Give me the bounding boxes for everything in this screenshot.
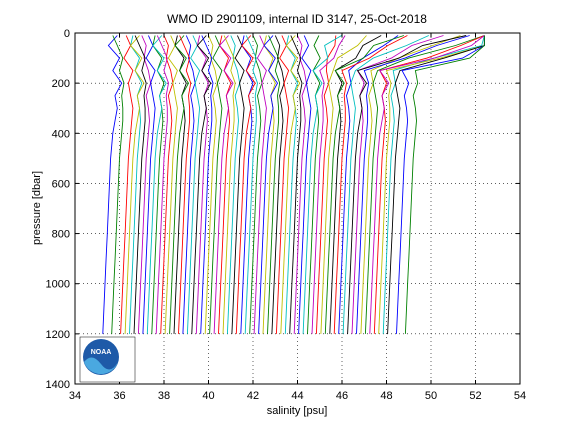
y-tick-labels: 0 200 400 600 800 1000 1200 1400 bbox=[46, 28, 70, 391]
salinity-profile-line bbox=[191, 35, 212, 334]
y-tick-label: 400 bbox=[52, 128, 70, 140]
salinity-profile-line bbox=[351, 35, 444, 334]
salinity-profile-line bbox=[146, 35, 167, 334]
x-axis-label: salinity [psu] bbox=[267, 405, 328, 417]
salinity-profile-line bbox=[275, 35, 290, 334]
salinity-profile-line bbox=[151, 35, 165, 334]
salinity-profile-line bbox=[298, 35, 312, 334]
salinity-profile-line bbox=[240, 35, 254, 334]
plot-series-group bbox=[102, 35, 485, 334]
salinity-profile-line bbox=[293, 35, 307, 334]
salinity-profile-line bbox=[186, 35, 201, 334]
salinity-profile-line bbox=[338, 35, 399, 334]
salinity-profile-line bbox=[137, 35, 152, 334]
salinity-profile-line bbox=[289, 35, 303, 334]
x-tick-label: 44 bbox=[291, 390, 303, 402]
salinity-profile-line bbox=[315, 35, 337, 334]
y-tick-label: 600 bbox=[52, 178, 70, 190]
noaa-logo-wave bbox=[84, 357, 118, 375]
salinity-profile-line bbox=[173, 35, 187, 334]
x-tick-label: 36 bbox=[113, 390, 125, 402]
salinity-profile-line bbox=[195, 35, 209, 334]
x-tick-label: 52 bbox=[469, 390, 481, 402]
tick-marks bbox=[74, 32, 521, 385]
salinity-profile-line bbox=[155, 35, 169, 334]
salinity-profile-line bbox=[178, 35, 192, 334]
noaa-logo-text: NOAA bbox=[91, 349, 112, 356]
salinity-profile-line bbox=[253, 35, 267, 334]
salinity-profile-line bbox=[129, 35, 143, 334]
salinity-profile-line bbox=[360, 35, 461, 334]
y-tick-label: 1400 bbox=[46, 379, 70, 391]
salinity-profile-line bbox=[120, 35, 134, 334]
x-tick-label: 46 bbox=[336, 390, 348, 402]
salinity-profile-line bbox=[160, 35, 174, 334]
salinity-profile-line bbox=[249, 35, 263, 334]
y-tick-label: 800 bbox=[52, 229, 70, 241]
chart-title: WMO ID 2901109, internal ID 3147, 25-Oct… bbox=[167, 12, 427, 26]
salinity-profile-line bbox=[329, 35, 382, 334]
y-tick-label: 0 bbox=[64, 28, 70, 40]
salinity-profile-line bbox=[133, 35, 147, 334]
salinity-profile-line bbox=[342, 35, 429, 334]
salinity-profile-line bbox=[231, 35, 245, 334]
salinity-profile-line bbox=[347, 35, 467, 334]
salinity-profile-line bbox=[169, 35, 190, 334]
salinity-profile-line bbox=[284, 35, 298, 334]
salinity-profile-line bbox=[218, 35, 232, 334]
x-tick-label: 42 bbox=[247, 390, 259, 402]
grid bbox=[75, 33, 520, 384]
salinity-profile-line bbox=[267, 35, 281, 334]
salinity-profile-line bbox=[102, 35, 123, 334]
salinity-profile-line bbox=[369, 35, 485, 334]
salinity-profile-line bbox=[164, 35, 178, 334]
salinity-profile-line bbox=[364, 35, 485, 334]
salinity-profile-line bbox=[244, 35, 258, 334]
salinity-profile-line bbox=[404, 35, 485, 334]
salinity-profile-line bbox=[258, 35, 279, 334]
salinity-profile-line bbox=[356, 35, 470, 334]
salinity-profile-line bbox=[320, 35, 367, 334]
salinity-profile-line bbox=[182, 35, 196, 334]
y-tick-label: 1000 bbox=[46, 279, 70, 291]
salinity-profile-line bbox=[307, 35, 321, 334]
x-tick-label: 54 bbox=[514, 390, 526, 402]
x-tick-label: 34 bbox=[69, 390, 81, 402]
salinity-profile-line bbox=[235, 35, 256, 334]
x-tick-label: 38 bbox=[158, 390, 170, 402]
salinity-profile-line bbox=[302, 35, 342, 334]
salinity-profile-line bbox=[378, 35, 485, 334]
salinity-profile-line bbox=[124, 35, 145, 334]
salinity-profile-line bbox=[226, 35, 241, 334]
x-tick-label: 40 bbox=[202, 390, 214, 402]
salinity-profile-line bbox=[213, 35, 234, 334]
salinity-profile-line bbox=[333, 35, 408, 334]
salinity-profile-line bbox=[324, 35, 405, 334]
salinity-profile-line bbox=[387, 35, 485, 334]
salinity-profile-line bbox=[209, 35, 223, 334]
salinity-profile-line bbox=[200, 35, 214, 334]
y-axis-label: pressure [dbar] bbox=[31, 171, 43, 245]
x-tick-label: 50 bbox=[425, 390, 437, 402]
salinity-profile-line bbox=[373, 35, 485, 334]
salinity-profile-line bbox=[271, 35, 285, 334]
salinity-profile-line bbox=[396, 35, 485, 334]
noaa-logo: NOAA bbox=[79, 336, 136, 383]
salinity-profile-line bbox=[262, 35, 276, 334]
salinity-profile-line bbox=[222, 35, 236, 334]
salinity-profile-line bbox=[311, 35, 346, 334]
y-tick-label: 1200 bbox=[46, 329, 70, 341]
salinity-profile-line bbox=[142, 35, 156, 334]
x-tick-labels: 34 36 38 40 42 44 46 48 50 52 54 bbox=[69, 390, 526, 402]
x-tick-label: 48 bbox=[380, 390, 392, 402]
y-tick-label: 200 bbox=[52, 78, 70, 90]
salinity-profile-line bbox=[204, 35, 218, 334]
salinity-profile-line bbox=[111, 35, 125, 334]
salinity-profile-line bbox=[382, 35, 485, 334]
salinity-profile-line bbox=[280, 35, 301, 334]
